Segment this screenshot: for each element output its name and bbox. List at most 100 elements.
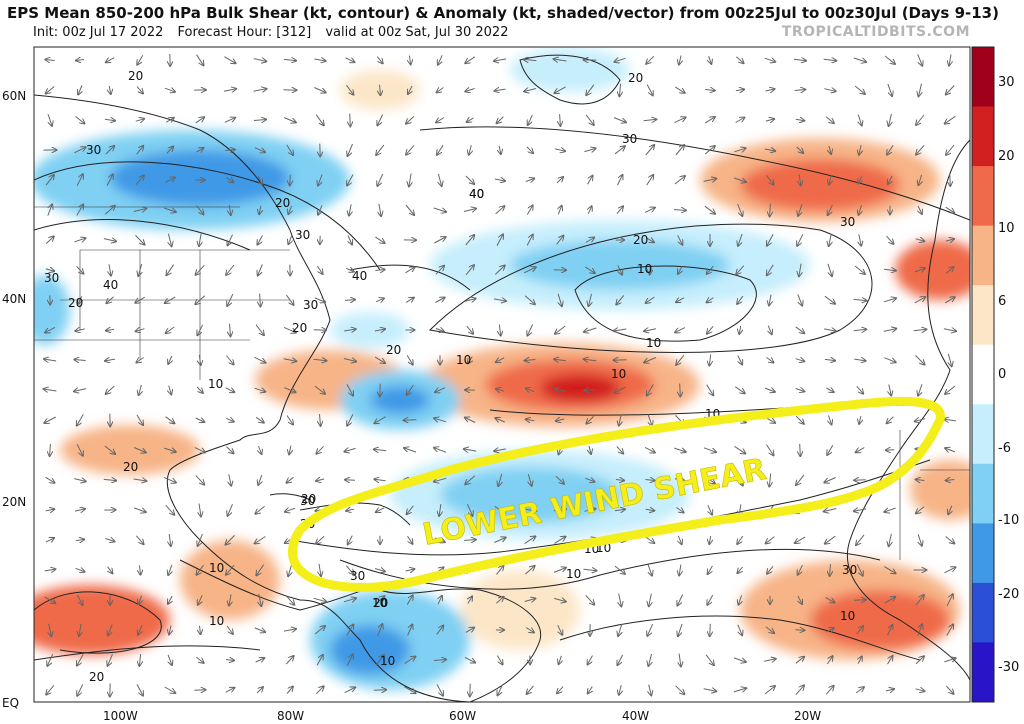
vector-arrow — [376, 144, 385, 155]
vector-arrow — [703, 689, 717, 692]
vector-arrow — [855, 687, 864, 694]
vector-arrow — [496, 389, 505, 391]
vector-arrow — [586, 84, 595, 95]
vector-arrow — [525, 179, 534, 182]
vector-arrow — [255, 416, 264, 422]
vector-arrow — [770, 203, 771, 217]
contour-label: 30 — [303, 298, 318, 312]
colorbar-segment — [972, 523, 994, 584]
contour-label: 40 — [469, 187, 484, 201]
vector-arrow — [433, 207, 446, 212]
annotation-outline — [288, 396, 945, 592]
vector-arrow — [435, 387, 446, 393]
vector-arrow — [164, 177, 175, 184]
vector-arrow — [168, 564, 172, 575]
vector-arrow — [139, 654, 140, 666]
vector-arrow — [465, 628, 474, 633]
colorbar-tick: 20 — [998, 149, 1015, 164]
vector-arrow — [824, 295, 835, 304]
vector-arrow — [944, 419, 956, 421]
vector-arrow — [45, 175, 54, 186]
vector-arrow — [525, 566, 534, 575]
vector-arrow — [704, 146, 715, 155]
vector-arrow — [585, 594, 595, 604]
vector-arrow — [169, 625, 171, 635]
vector-arrow — [316, 535, 325, 543]
vector-arrow — [856, 534, 865, 545]
vector-arrow — [465, 265, 474, 276]
vector-arrow — [283, 359, 297, 361]
vector-arrow — [407, 535, 413, 544]
vector-arrow — [409, 55, 410, 65]
vector-arrow — [765, 89, 775, 91]
init-time: Init: 00z Jul 17 2022 — [33, 25, 164, 40]
vector-arrow — [945, 297, 954, 304]
vector-arrow — [196, 386, 203, 393]
vector-arrow — [108, 566, 113, 574]
vector-arrow — [406, 145, 415, 154]
vector-arrow — [917, 624, 922, 636]
vector-arrow — [554, 359, 566, 361]
vector-arrow — [465, 175, 474, 184]
vector-arrow — [255, 324, 264, 335]
vector-arrow — [438, 596, 442, 605]
vector-arrow — [830, 564, 831, 576]
vector-arrow — [768, 325, 772, 335]
colorbar-segment — [972, 225, 994, 286]
vector-arrow — [824, 477, 836, 483]
vector-arrow — [858, 656, 862, 664]
vector-arrow — [74, 360, 86, 361]
colorbar-tick: -30 — [998, 660, 1020, 675]
vector-arrow — [645, 238, 654, 243]
vector-arrow — [436, 626, 444, 635]
vector-arrow — [764, 149, 775, 151]
lat-label-40n: 40N — [2, 292, 27, 306]
vector-arrow — [44, 569, 56, 571]
vector-arrow — [257, 235, 264, 244]
colorbar-segment — [972, 344, 994, 405]
vector-arrow — [253, 120, 266, 121]
vector-arrow — [556, 236, 564, 245]
vector-arrow — [433, 660, 446, 661]
vector-arrow — [526, 205, 532, 215]
vector-arrow — [139, 595, 142, 604]
vector-arrow — [439, 504, 441, 516]
colorbar-segment — [972, 642, 994, 703]
vector-arrow — [226, 625, 233, 634]
vector-arrow — [343, 359, 356, 362]
vector-arrow — [229, 204, 231, 215]
vector-arrow — [104, 445, 115, 454]
vector-arrow — [438, 55, 443, 64]
vector-arrow — [733, 177, 746, 182]
contour-label: 20 — [128, 69, 143, 83]
vector-arrow — [229, 474, 231, 485]
vector-arrow — [673, 210, 686, 211]
vector-arrow — [344, 329, 355, 331]
vector-arrow — [584, 327, 597, 332]
vector-arrow — [889, 384, 891, 396]
contour-label: 20 — [633, 233, 648, 247]
vector-arrow — [196, 205, 204, 215]
vector-arrow — [464, 449, 477, 451]
vector-arrow — [256, 564, 265, 576]
vector-arrow — [198, 533, 203, 546]
vector-arrow — [434, 537, 445, 542]
vector-arrow — [554, 86, 566, 93]
vector-arrow — [45, 60, 55, 61]
vector-arrow — [469, 145, 472, 155]
vector-arrow — [494, 266, 504, 275]
vector-arrow — [556, 177, 563, 184]
vector-arrow — [558, 206, 561, 215]
contour-label: 10 — [209, 561, 224, 575]
vector-arrow — [374, 569, 385, 572]
vector-arrow — [678, 623, 683, 636]
lat-label-60n: 60N — [2, 89, 27, 103]
vector-arrow — [226, 178, 234, 183]
vector-arrow — [734, 148, 745, 152]
colorbar-segment — [972, 463, 994, 524]
vector-arrow — [316, 445, 324, 453]
vector-arrow — [350, 113, 351, 127]
vector-arrow — [560, 114, 561, 126]
vector-arrow — [380, 84, 381, 95]
vector-arrow — [677, 594, 684, 606]
